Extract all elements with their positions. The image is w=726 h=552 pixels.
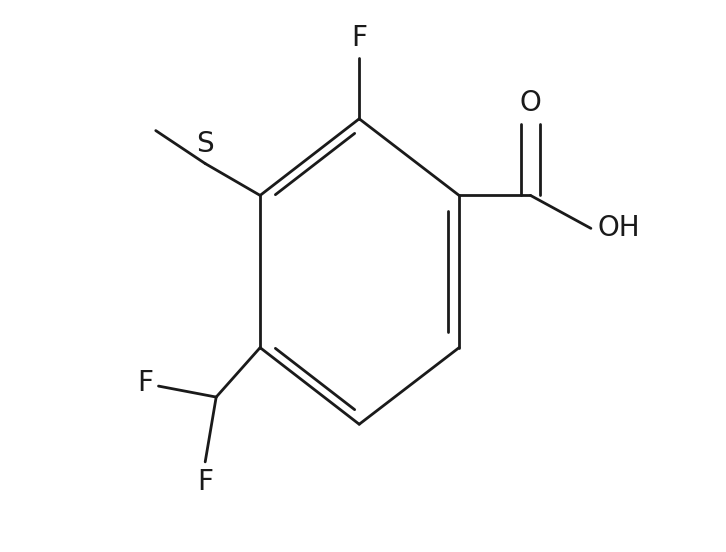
Text: OH: OH xyxy=(597,214,640,242)
Text: F: F xyxy=(351,24,367,52)
Text: O: O xyxy=(520,89,542,118)
Text: F: F xyxy=(197,469,213,496)
Text: F: F xyxy=(137,369,153,397)
Text: S: S xyxy=(196,130,214,158)
